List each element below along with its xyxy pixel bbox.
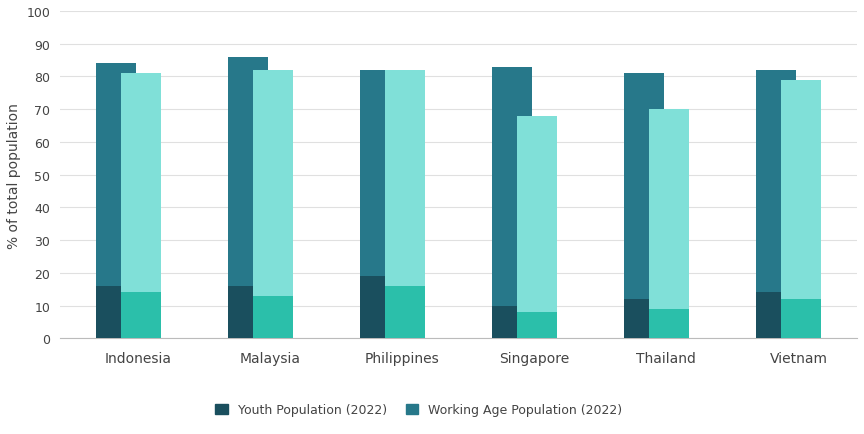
Bar (122, 293, 161, 339)
Bar (756, 71, 796, 293)
Bar (781, 80, 821, 299)
Bar (492, 67, 532, 306)
Bar (518, 116, 557, 312)
Bar (228, 286, 268, 339)
Legend: Youth Population (2022), Working Age Population (2022): Youth Population (2022), Working Age Pop… (215, 404, 622, 417)
Bar (96, 64, 136, 286)
Bar (756, 293, 796, 339)
Bar (228, 58, 268, 286)
Bar (253, 71, 293, 296)
Bar (96, 286, 136, 339)
Bar (624, 74, 664, 299)
Bar (492, 306, 532, 339)
Bar (385, 71, 425, 286)
Bar (649, 110, 689, 309)
Bar (360, 71, 400, 276)
Bar (624, 299, 664, 339)
Bar (385, 286, 425, 339)
Bar (649, 309, 689, 339)
Bar (122, 74, 161, 293)
Bar (360, 276, 400, 339)
Bar (253, 296, 293, 339)
Bar (781, 299, 821, 339)
Bar (518, 312, 557, 339)
Y-axis label: % of total population: % of total population (7, 102, 21, 248)
